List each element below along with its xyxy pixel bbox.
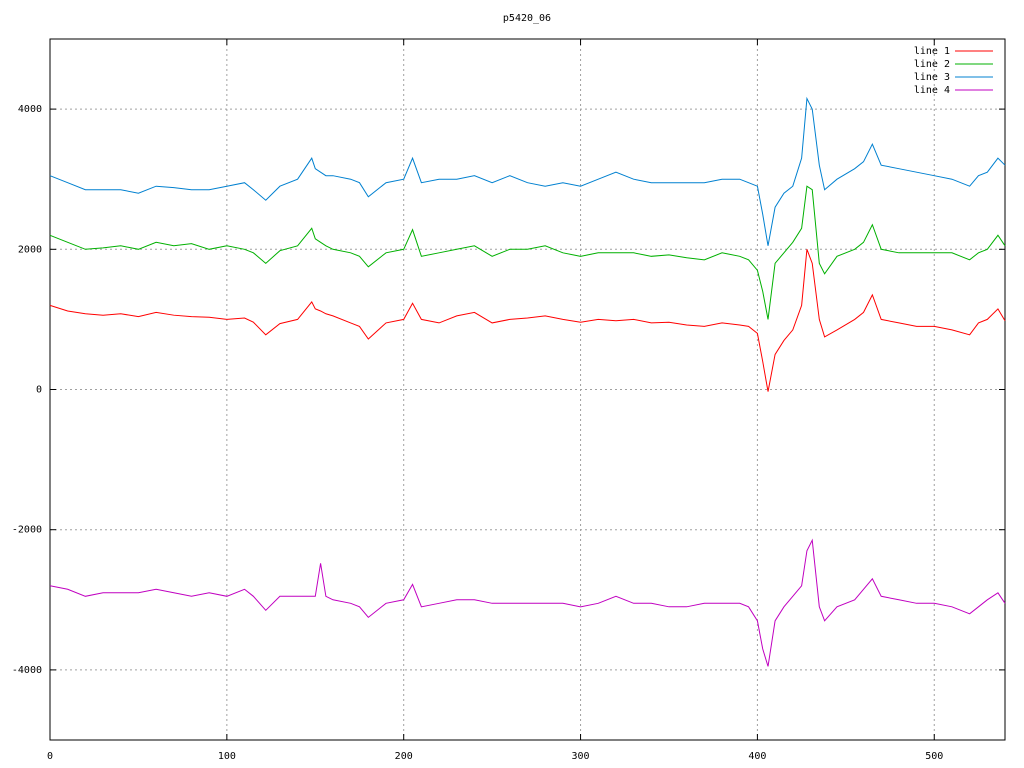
legend-label: line 4 — [914, 85, 950, 96]
y-tick-label: 4000 — [18, 104, 42, 115]
plot-frame — [49, 38, 1006, 741]
legend-label: line 1 — [914, 46, 950, 57]
x-tick-label: 100 — [218, 751, 236, 762]
legend-label: line 3 — [914, 72, 950, 83]
x-tick-label: 400 — [748, 751, 766, 762]
x-tick-label: 300 — [572, 751, 590, 762]
series-line — [49, 249, 1006, 392]
y-tick-label: 2000 — [18, 244, 42, 255]
legend-label: line 2 — [914, 59, 950, 70]
series-line — [49, 185, 1006, 320]
y-tick-label: -4000 — [12, 665, 42, 676]
y-tick-label: 0 — [36, 385, 42, 396]
chart-title: p5420_06 — [503, 13, 551, 24]
y-tick-label: -2000 — [12, 525, 42, 536]
x-tick-label: 200 — [395, 751, 413, 762]
series-line — [49, 538, 1006, 667]
x-tick-label: 500 — [925, 751, 943, 762]
series-line — [49, 96, 1006, 246]
x-tick-label: 0 — [47, 751, 53, 762]
